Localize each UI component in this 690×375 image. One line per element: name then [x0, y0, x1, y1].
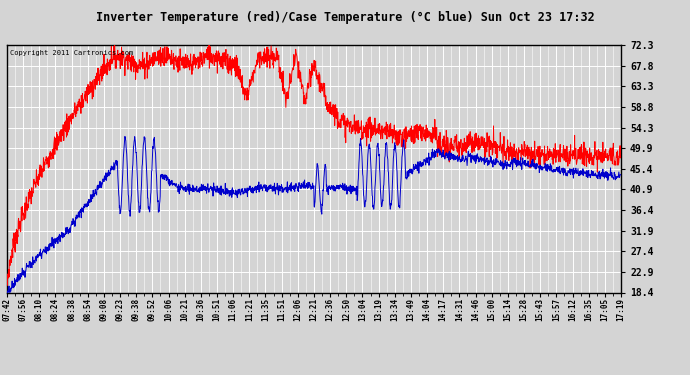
Text: Inverter Temperature (red)/Case Temperature (°C blue) Sun Oct 23 17:32: Inverter Temperature (red)/Case Temperat…: [96, 11, 594, 24]
Text: Copyright 2011 Cartronics.com: Copyright 2011 Cartronics.com: [10, 50, 133, 56]
